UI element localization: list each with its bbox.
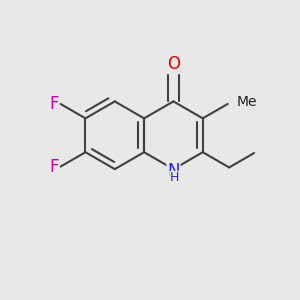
Text: H: H [170, 172, 180, 184]
Text: F: F [49, 95, 59, 113]
Text: F: F [49, 158, 59, 175]
Text: O: O [167, 56, 180, 74]
Text: N: N [167, 162, 180, 180]
Text: Me: Me [236, 95, 257, 110]
